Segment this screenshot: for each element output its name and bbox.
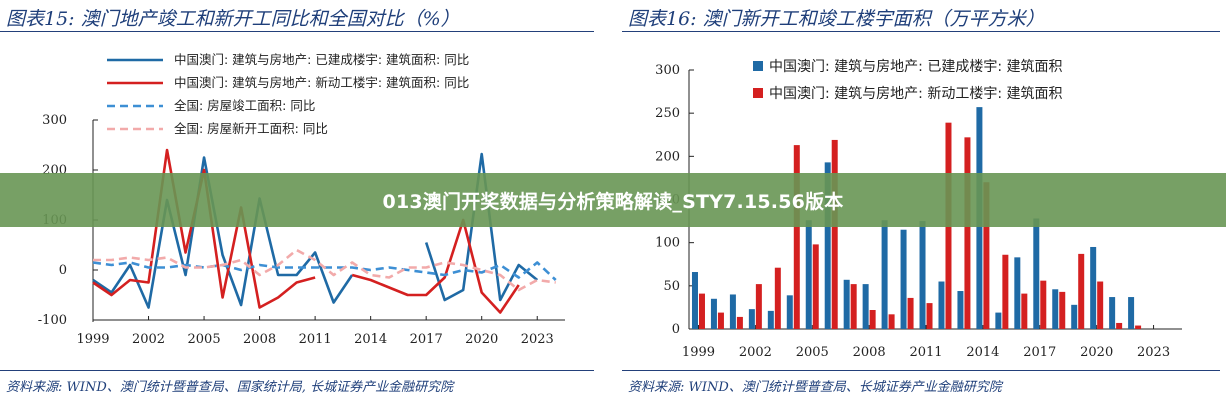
bar-0-2002 — [748, 309, 755, 329]
bar-1-2020 — [1097, 281, 1104, 329]
bar-0-2007 — [843, 279, 850, 329]
x-tick-label: 2020 — [465, 332, 498, 347]
x-tick-label: 2023 — [521, 332, 554, 347]
bar-1-2008 — [869, 310, 876, 329]
bar-1-2001 — [736, 316, 743, 329]
x-tick-label: 1999 — [76, 332, 109, 347]
bar-1-2015 — [1002, 254, 1009, 329]
bar-1-2009 — [888, 314, 895, 329]
bar-0-2013 — [957, 291, 964, 329]
bar-0-2022 — [1128, 297, 1135, 329]
bar-0-2008 — [862, 284, 869, 329]
y-tick-label: 300 — [42, 113, 67, 128]
legend-label-3: 全国: 房屋新开工面积: 同比 — [174, 121, 328, 136]
source-rule-left — [0, 370, 594, 371]
bar-1-2014 — [983, 182, 990, 329]
series-line-3 — [93, 248, 556, 292]
legend-label-1: 中国澳门: 建筑与房地产: 新动工楼宇: 建筑面积: 同比 — [174, 75, 469, 90]
bar-1-2003 — [774, 267, 781, 329]
series-line-0 — [92, 156, 354, 309]
bar-1-2013 — [964, 137, 971, 329]
figure-title-right: 图表16: 澳门新开工和竣工楼宇面积（万平方米） — [628, 8, 1045, 30]
x-tick-label: 2011 — [299, 332, 332, 347]
series-line-0 — [424, 152, 539, 302]
bar-1-2010 — [907, 297, 914, 329]
legend-swatch-1 — [753, 88, 763, 98]
legend-swatch-0 — [753, 61, 763, 71]
legend-label-0: 中国澳门: 建筑与房地产: 已建成楼宇: 建筑面积 — [769, 59, 1063, 75]
legend-label-2: 全国: 房屋竣工面积: 同比 — [174, 98, 315, 113]
source-note-right: 资料来源: WIND、澳门统计暨普查局、长城证券产业金融研究院 — [628, 380, 1002, 395]
bar-1-2018 — [1059, 291, 1066, 329]
bar-0-2004 — [786, 295, 793, 329]
y-tick-label: 100 — [655, 236, 680, 251]
bar-1-2019 — [1078, 253, 1085, 329]
x-tick-label: 2005 — [796, 345, 829, 360]
overlay-banner: 013澳门开奖数据与分析策略解读_STY7.15.56版本 — [0, 173, 1226, 227]
x-tick-label: 2020 — [1080, 345, 1113, 360]
x-tick-label: 2008 — [853, 345, 886, 360]
y-tick-label: 0 — [672, 322, 680, 337]
x-tick-label: 2005 — [188, 332, 221, 347]
bar-0-2021 — [1109, 297, 1116, 329]
bar-1-1999 — [698, 293, 705, 329]
x-tick-label: 2014 — [966, 345, 999, 360]
bar-1-2002 — [755, 284, 762, 329]
bar-0-2005 — [805, 220, 812, 329]
bar-1-2011 — [926, 303, 933, 329]
bar-1-2016 — [1021, 293, 1028, 329]
series-line-1 — [92, 148, 316, 309]
x-tick-label: 2011 — [909, 345, 942, 360]
y-tick-label: -100 — [38, 313, 67, 328]
bar-0-2003 — [767, 310, 774, 329]
bar-0-2018 — [1052, 289, 1059, 329]
source-note-left: 资料来源: WIND、澳门统计暨普查局、国家统计局, 长城证券产业金融研究院 — [6, 380, 454, 395]
y-tick-label: 300 — [655, 63, 680, 78]
series-line-1 — [351, 218, 520, 314]
bar-0-2017 — [1033, 218, 1040, 329]
bar-1-2017 — [1040, 280, 1047, 329]
bar-0-2011 — [919, 221, 926, 329]
bar-0-2001 — [729, 294, 736, 329]
chart-panel-left: 图表15: 澳门地产竣工和新开工同比和全国对比（%） -100010020030… — [0, 0, 600, 400]
bar-0-2012 — [938, 281, 945, 329]
bar-1-2000 — [717, 312, 724, 329]
line-chart: -100010020030019992002200520082011201420… — [38, 52, 565, 347]
bar-0-2009 — [881, 220, 888, 329]
x-tick-label: 2014 — [354, 332, 387, 347]
bar-0-2000 — [710, 298, 717, 329]
x-tick-label: 2002 — [132, 332, 165, 347]
x-tick-label: 1999 — [682, 345, 715, 360]
figure-title-left: 图表15: 澳门地产竣工和新开工同比和全国对比（%） — [6, 8, 460, 30]
bar-1-2007 — [850, 284, 857, 329]
y-tick-label: 250 — [655, 106, 680, 121]
x-tick-label: 2017 — [1023, 345, 1056, 360]
x-tick-label: 2023 — [1137, 345, 1170, 360]
bar-1-2004 — [793, 145, 800, 329]
legend-label-0: 中国澳门: 建筑与房地产: 已建成楼宇: 建筑面积: 同比 — [174, 52, 469, 67]
banner-title: 013澳门开奖数据与分析策略解读_STY7.15.56版本 — [382, 190, 844, 213]
bar-1-2006 — [831, 139, 838, 329]
x-tick-label: 2017 — [410, 332, 443, 347]
y-tick-label: 50 — [663, 279, 680, 294]
bar-1-2021 — [1116, 322, 1123, 329]
x-tick-label: 2002 — [739, 345, 772, 360]
x-tick-label: 2008 — [243, 332, 276, 347]
bar-0-2019 — [1071, 304, 1078, 329]
bar-0-1999 — [691, 272, 698, 329]
y-tick-label: 200 — [655, 149, 680, 164]
bar-1-2022 — [1135, 325, 1142, 329]
y-tick-label: 0 — [59, 263, 67, 278]
legend-label-1: 中国澳门: 建筑与房地产: 新动工楼宇: 建筑面积 — [769, 86, 1063, 102]
bar-0-2006 — [824, 162, 831, 329]
bar-0-2015 — [995, 312, 1002, 329]
bar-1-2005 — [812, 244, 819, 329]
title-rule-left — [0, 31, 594, 32]
title-rule-right — [622, 31, 1220, 32]
bar-0-2010 — [900, 229, 907, 329]
bar-0-2016 — [1014, 257, 1021, 329]
source-rule-right — [622, 370, 1220, 371]
bar-0-2020 — [1090, 246, 1097, 329]
